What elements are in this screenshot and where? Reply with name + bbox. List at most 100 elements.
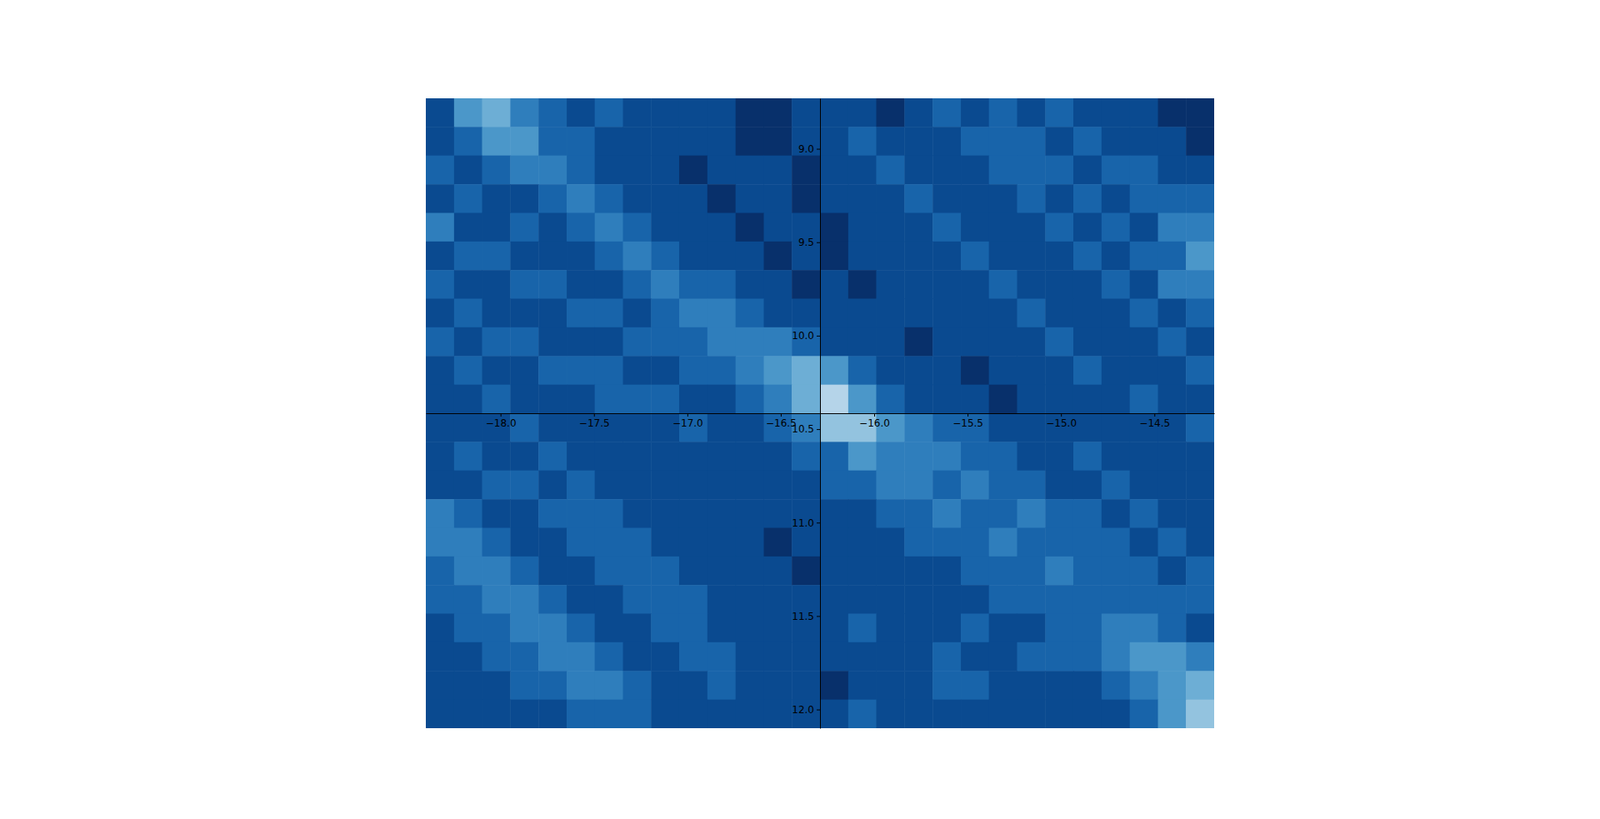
- tick-label: 10.0: [791, 330, 815, 342]
- heatmap-cell: [454, 470, 483, 500]
- heatmap-cell: [538, 155, 567, 185]
- heatmap-cell: [707, 126, 736, 156]
- heatmap-cell: [481, 126, 510, 156]
- tick-mark: [1060, 413, 1062, 417]
- heatmap-cell: [707, 528, 736, 558]
- heatmap-cell: [707, 613, 736, 643]
- heatmap-cell: [1185, 413, 1215, 443]
- heatmap-cell: [875, 184, 905, 214]
- heatmap-cell: [650, 585, 680, 615]
- heatmap-cell: [960, 670, 990, 700]
- heatmap-cell: [904, 642, 933, 672]
- heatmap-cell: [650, 613, 680, 643]
- heatmap-cell: [566, 270, 595, 300]
- heatmap-cell: [454, 126, 483, 156]
- heatmap-cell: [707, 98, 736, 128]
- heatmap-cell: [1073, 126, 1102, 156]
- heatmap-cell: [848, 385, 877, 415]
- heatmap-cell: [538, 585, 567, 615]
- heatmap-cell: [595, 613, 624, 643]
- heatmap-cell: [1158, 213, 1187, 243]
- heatmap-cell: [764, 385, 793, 415]
- heatmap-cell: [960, 613, 990, 643]
- heatmap-cell: [481, 470, 510, 500]
- heatmap-cell: [1158, 184, 1187, 214]
- heatmap-cell: [510, 385, 539, 415]
- heatmap-cell: [848, 213, 877, 243]
- heatmap-cell: [679, 155, 708, 185]
- tick-label: −15.5: [952, 417, 984, 430]
- heatmap-cell: [764, 556, 793, 586]
- heatmap-cell: [650, 184, 680, 214]
- heatmap-cell: [595, 126, 624, 156]
- heatmap-cell: [735, 327, 765, 357]
- heatmap-cell: [1130, 270, 1159, 300]
- tick-mark: [1154, 413, 1155, 417]
- heatmap-cell: [932, 556, 961, 586]
- heatmap-cell: [510, 499, 539, 529]
- heatmap-cell: [425, 556, 455, 586]
- heatmap-cell: [679, 184, 708, 214]
- heatmap-cell: [425, 700, 455, 729]
- heatmap-cell: [425, 585, 455, 615]
- heatmap-cell: [848, 642, 877, 672]
- tick-mark: [816, 149, 820, 150]
- heatmap-cell: [425, 355, 455, 385]
- heatmap-cell: [679, 355, 708, 385]
- heatmap-cell: [1185, 613, 1215, 643]
- heatmap-cell: [1158, 298, 1187, 328]
- heatmap-cell: [481, 355, 510, 385]
- heatmap-cell: [623, 327, 652, 357]
- heatmap-cell: [1101, 241, 1130, 271]
- heatmap-cell: [1185, 385, 1215, 415]
- tick: −17.5: [579, 413, 610, 430]
- heatmap-cell: [960, 270, 990, 300]
- heatmap-cell: [623, 700, 652, 729]
- heatmap-cell: [1158, 470, 1187, 500]
- heatmap-cell: [510, 556, 539, 586]
- heatmap-cell: [623, 470, 652, 500]
- heatmap-cell: [623, 528, 652, 558]
- tick-mark: [967, 413, 969, 417]
- heatmap-cell: [454, 413, 483, 443]
- heatmap-cell: [1158, 556, 1187, 586]
- heatmap-cell: [848, 613, 877, 643]
- heatmap-cell: [707, 499, 736, 529]
- heatmap-cell: [960, 441, 990, 471]
- heatmap-cell: [735, 241, 765, 271]
- heatmap-cell: [764, 470, 793, 500]
- heatmap-cell: [1045, 613, 1074, 643]
- heatmap-cell: [566, 499, 595, 529]
- heatmap-cell: [960, 556, 990, 586]
- heatmap-cell: [932, 298, 961, 328]
- heatmap-cell: [538, 441, 567, 471]
- heatmap-cell: [623, 613, 652, 643]
- heatmap-cell: [1185, 670, 1215, 700]
- heatmap-cell: [510, 700, 539, 729]
- heatmap-cell: [1017, 670, 1046, 700]
- heatmap-cell: [1017, 642, 1046, 672]
- heatmap-cell: [1101, 126, 1130, 156]
- heatmap-cell: [989, 298, 1018, 328]
- heatmap-cell: [1101, 184, 1130, 214]
- heatmap-cell: [875, 98, 905, 128]
- heatmap-cell: [989, 413, 1018, 443]
- heatmap-cell: [1017, 270, 1046, 300]
- heatmap-cell: [707, 241, 736, 271]
- heatmap-cell: [454, 700, 483, 729]
- heatmap-cell: [1101, 213, 1130, 243]
- heatmap-cell: [735, 585, 765, 615]
- heatmap-cell: [1017, 355, 1046, 385]
- heatmap-cell: [1185, 213, 1215, 243]
- heatmap-cell: [820, 613, 849, 643]
- heatmap-cell: [707, 441, 736, 471]
- heatmap-cell: [623, 385, 652, 415]
- heatmap-cell: [1045, 327, 1074, 357]
- heatmap-cell: [820, 642, 849, 672]
- heatmap-cell: [1045, 184, 1074, 214]
- heatmap-cell: [932, 585, 961, 615]
- heatmap-cell: [1101, 385, 1130, 415]
- heatmap-cell: [595, 298, 624, 328]
- heatmap-cell: [1073, 585, 1102, 615]
- heatmap-cell: [932, 499, 961, 529]
